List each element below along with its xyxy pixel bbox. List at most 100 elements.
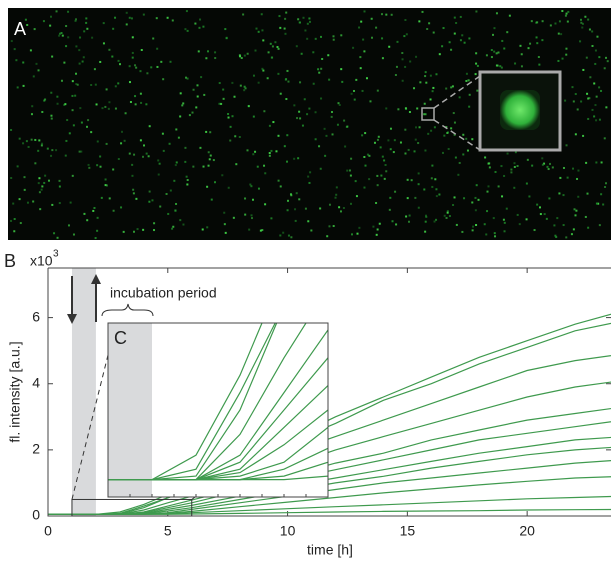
dot: [492, 217, 495, 220]
dot: [277, 47, 280, 50]
dot: [139, 70, 142, 73]
dot: [364, 164, 367, 167]
dot: [82, 56, 85, 59]
dot: [61, 34, 64, 37]
dot: [227, 116, 230, 119]
dot: [430, 129, 433, 132]
dot: [554, 22, 557, 25]
dot: [441, 151, 444, 154]
dot: [308, 107, 311, 110]
dot: [227, 186, 230, 189]
dot: [602, 203, 605, 206]
dot: [289, 193, 292, 196]
dot: [117, 158, 120, 161]
dot: [356, 232, 359, 235]
dot: [279, 185, 282, 188]
x-axis-label: time [h]: [307, 542, 353, 558]
dot: [13, 218, 16, 221]
x-tick-label: 10: [280, 523, 296, 539]
dot: [117, 59, 120, 62]
dot: [476, 89, 479, 92]
dot: [76, 83, 79, 86]
dot: [404, 65, 407, 68]
dot: [16, 86, 19, 89]
dot: [202, 165, 205, 168]
dot: [431, 164, 434, 167]
dot: [156, 65, 159, 68]
dot: [131, 51, 134, 54]
dot: [86, 27, 89, 30]
dot: [359, 67, 362, 70]
dot: [303, 98, 306, 101]
dot: [206, 50, 209, 53]
dot: [505, 207, 508, 210]
dot: [263, 164, 266, 167]
dot: [86, 125, 89, 128]
dot: [462, 153, 465, 156]
dot: [224, 231, 227, 234]
dot: [286, 199, 289, 202]
dot: [152, 37, 155, 40]
dot: [535, 36, 538, 39]
dot: [210, 198, 213, 201]
dot: [561, 10, 564, 13]
dot: [269, 42, 272, 45]
dot: [410, 179, 413, 182]
dot: [108, 197, 111, 200]
dot: [318, 71, 321, 74]
dot: [279, 92, 282, 95]
dot: [525, 182, 528, 185]
dot: [471, 229, 474, 232]
zoomed-cell: [500, 90, 540, 130]
dot: [591, 108, 594, 111]
dot: [353, 89, 356, 92]
dot: [453, 121, 456, 124]
dot: [156, 47, 159, 50]
dot: [301, 124, 304, 127]
dot: [80, 150, 83, 153]
dot: [431, 90, 434, 93]
dot: [314, 111, 317, 114]
dot: [339, 210, 342, 213]
dot: [270, 149, 273, 152]
dot: [46, 147, 49, 150]
dot: [104, 184, 107, 187]
dot: [222, 88, 225, 91]
dot: [13, 230, 16, 233]
dot: [388, 208, 391, 211]
dot: [38, 191, 41, 194]
dot: [594, 62, 597, 65]
dot: [538, 63, 541, 66]
dot: [108, 48, 111, 51]
dot: [376, 89, 379, 92]
dot: [484, 156, 487, 159]
dot: [203, 93, 206, 96]
dot: [300, 52, 303, 55]
dot: [385, 13, 388, 16]
dot: [452, 112, 455, 115]
dot: [207, 151, 210, 154]
dot: [475, 184, 478, 187]
dot: [447, 147, 450, 150]
dot: [574, 133, 577, 136]
dot: [268, 124, 271, 127]
dot: [350, 157, 353, 160]
dot: [403, 35, 406, 38]
dot: [565, 144, 568, 147]
dot: [39, 208, 42, 211]
dot: [371, 36, 374, 39]
dot: [83, 30, 86, 33]
dot: [453, 16, 456, 19]
inset-incubation-shade: [108, 323, 152, 497]
dot: [513, 186, 516, 189]
dot: [198, 26, 201, 29]
dot: [99, 60, 102, 63]
dot: [199, 18, 202, 21]
dot: [383, 159, 386, 162]
dot: [105, 88, 108, 91]
dot: [244, 87, 247, 90]
dot: [148, 125, 151, 128]
dot: [404, 19, 407, 22]
dot: [438, 53, 441, 56]
